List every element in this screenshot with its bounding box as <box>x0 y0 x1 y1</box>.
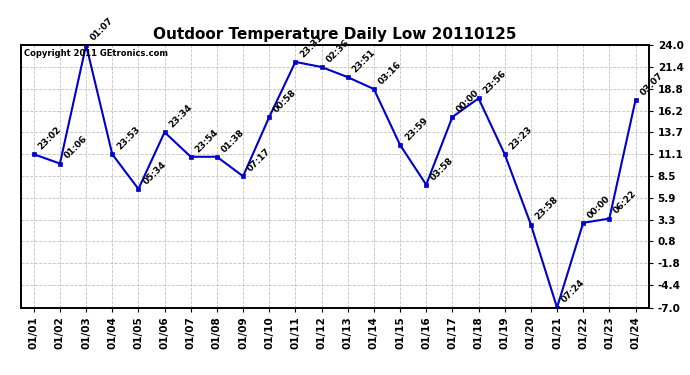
Text: 02:36: 02:36 <box>324 38 351 64</box>
Text: 03:07: 03:07 <box>638 71 664 97</box>
Text: 23:34: 23:34 <box>168 103 194 129</box>
Text: 07:24: 07:24 <box>560 278 586 305</box>
Text: 01:38: 01:38 <box>219 128 246 154</box>
Text: 23:58: 23:58 <box>533 195 560 222</box>
Text: 23:31: 23:31 <box>298 33 325 59</box>
Text: 23:51: 23:51 <box>351 48 377 74</box>
Text: 23:23: 23:23 <box>507 125 534 152</box>
Text: 23:56: 23:56 <box>482 69 508 96</box>
Text: 07:17: 07:17 <box>246 147 273 174</box>
Text: Copyright 2011 GEtronics.com: Copyright 2011 GEtronics.com <box>24 49 168 58</box>
Text: 00:00: 00:00 <box>586 194 612 220</box>
Text: 01:07: 01:07 <box>89 16 115 42</box>
Text: 06:22: 06:22 <box>612 189 639 216</box>
Text: 00:58: 00:58 <box>272 88 299 114</box>
Text: 00:00: 00:00 <box>455 88 482 114</box>
Text: 23:02: 23:02 <box>37 125 63 152</box>
Text: 23:53: 23:53 <box>115 125 141 152</box>
Text: 23:59: 23:59 <box>403 116 430 142</box>
Text: 03:58: 03:58 <box>429 155 455 182</box>
Title: Outdoor Temperature Daily Low 20110125: Outdoor Temperature Daily Low 20110125 <box>153 27 516 42</box>
Text: 03:16: 03:16 <box>377 60 403 86</box>
Text: 01:06: 01:06 <box>63 134 89 161</box>
Text: 05:34: 05:34 <box>141 160 168 186</box>
Text: 23:54: 23:54 <box>193 127 220 154</box>
